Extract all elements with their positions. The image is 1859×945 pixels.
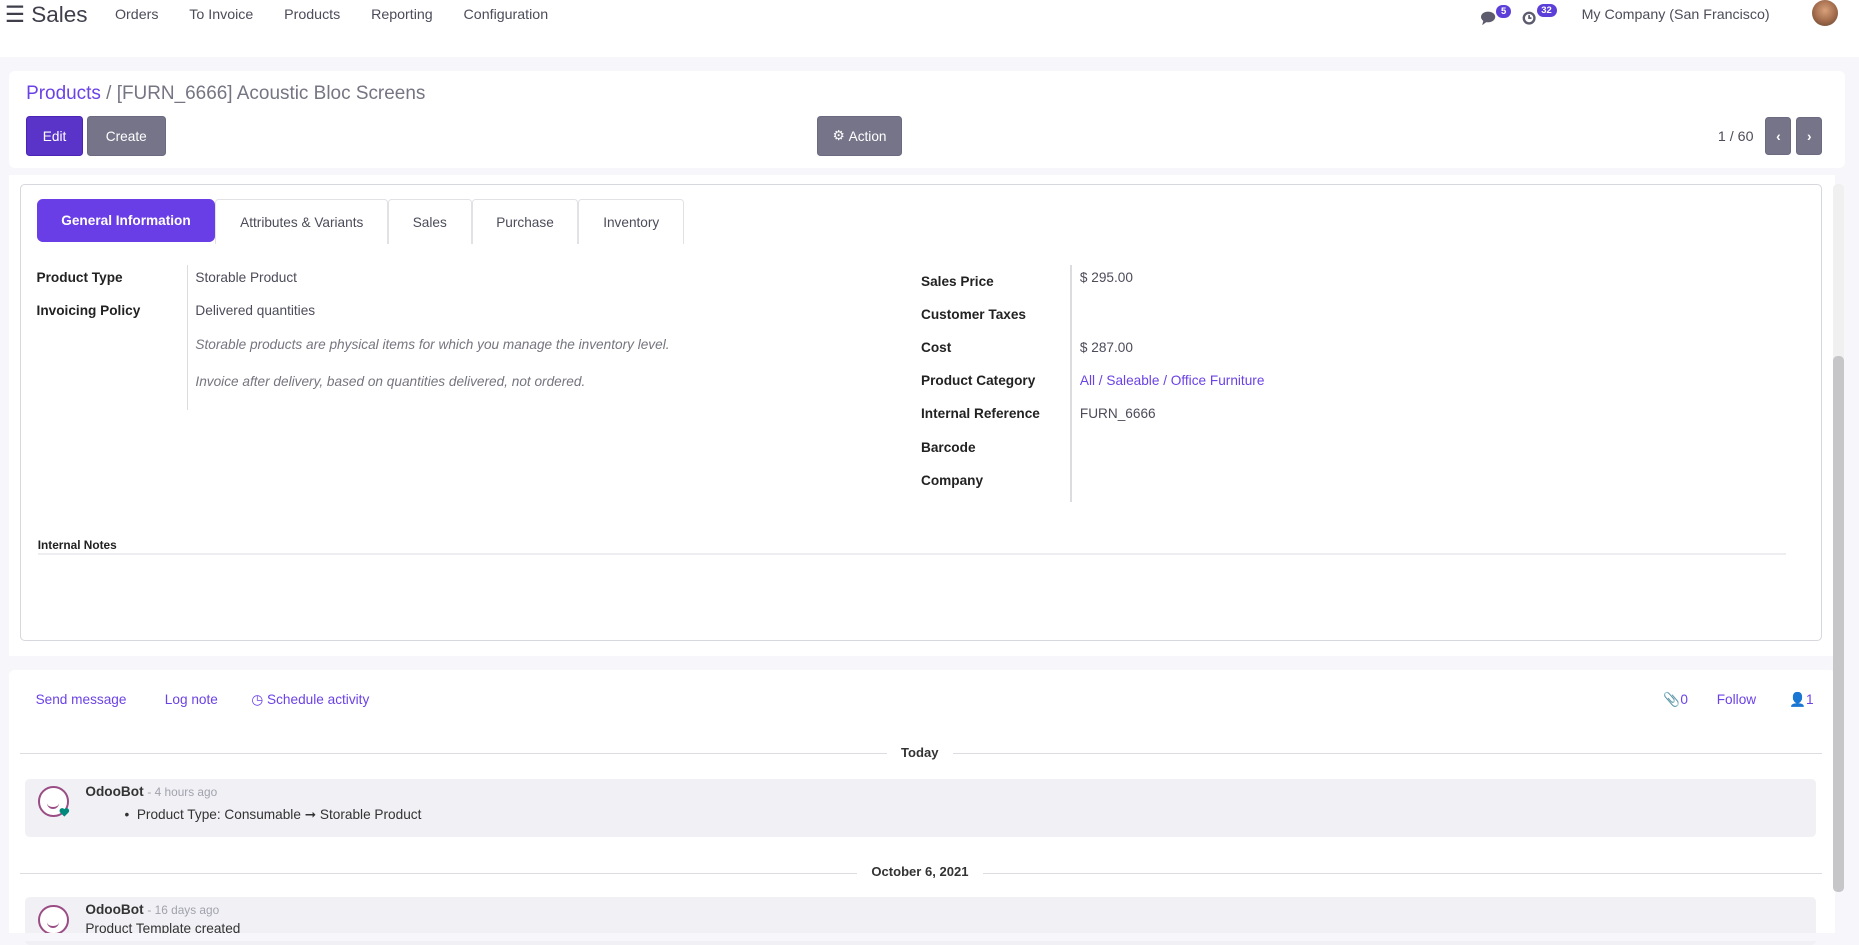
tab-attributes-variants[interactable]: Attributes & Variants — [215, 198, 389, 245]
edit-button[interactable]: Edit — [26, 116, 83, 157]
pager-previous-button[interactable]: ‹ — [1765, 117, 1792, 156]
product-type-help: Storable products are physical items for… — [195, 336, 670, 352]
menu-orders[interactable]: Orders — [115, 7, 159, 24]
internal-notes-label: Internal Notes — [37, 538, 117, 553]
internal-notes-field[interactable] — [37, 553, 1787, 555]
breadcrumb-current: [FURN_6666] Acoustic Bloc Screens — [116, 82, 426, 104]
messages-badge: 5 — [1496, 4, 1511, 18]
date-label: Today — [886, 744, 953, 760]
messages-button[interactable]: 5 — [1480, 4, 1512, 26]
schedule-activity-label: Schedule activity — [267, 692, 370, 708]
barcode-label: Barcode — [921, 439, 976, 455]
divider — [187, 265, 189, 411]
tab-sales[interactable]: Sales — [388, 198, 472, 245]
message-author[interactable]: OdooBot — [85, 783, 144, 799]
tab-purchase[interactable]: Purchase — [471, 198, 579, 245]
clock-icon — [1522, 11, 1536, 25]
chevron-left-icon: ‹ — [1776, 128, 1781, 144]
product-type-value: Storable Product — [195, 270, 297, 286]
company-switcher[interactable]: My Company (San Francisco) — [1581, 7, 1770, 24]
sales-price-label: Sales Price — [921, 273, 994, 289]
hamburger-icon[interactable]: ☰ — [4, 2, 25, 28]
paperclip-icon: 📎 — [1663, 692, 1681, 708]
odoobot-avatar — [37, 786, 69, 817]
top-navbar: ☰ Sales Orders To Invoice Products Repor… — [0, 0, 1859, 57]
attachments-button[interactable]: 📎0 — [1663, 692, 1688, 708]
attachments-count: 0 — [1680, 692, 1688, 708]
chat-icon — [1480, 11, 1496, 25]
breadcrumb-products[interactable]: Products — [26, 82, 101, 104]
breadcrumb: Products / [FURN_6666] Acoustic Bloc Scr… — [26, 83, 425, 105]
message-author[interactable]: OdooBot — [85, 902, 144, 918]
follow-button[interactable]: Follow — [1716, 692, 1757, 708]
user-icon: 👤 — [1789, 692, 1807, 708]
pager-value: 1 / 60 — [1717, 129, 1754, 146]
product-category-label: Product Category — [921, 373, 1036, 389]
message-date: - 16 days ago — [147, 903, 220, 918]
tab-inventory[interactable]: Inventory — [578, 198, 684, 245]
internal-reference-value: FURN_6666 — [1079, 406, 1156, 422]
menu-to-invoice[interactable]: To Invoice — [189, 7, 254, 24]
tab-general-information[interactable]: General Information — [36, 198, 216, 242]
cost-value: $ 287.00 — [1079, 340, 1133, 356]
clock-icon: ◷ — [251, 692, 268, 708]
invoicing-policy-value: Delivered quantities — [195, 303, 316, 319]
odoobot-avatar — [37, 904, 69, 936]
invoicing-policy-label: Invoicing Policy — [36, 303, 141, 319]
page-bottom — [0, 933, 1859, 942]
divider — [1070, 265, 1072, 503]
log-note-button[interactable]: Log note — [164, 692, 218, 708]
message-date: - 4 hours ago — [147, 784, 218, 799]
message-body: Product Template created — [85, 921, 241, 937]
heart-icon — [59, 808, 70, 817]
schedule-activity-button[interactable]: ◷ Schedule activity — [251, 692, 369, 708]
followers-count: 1 — [1806, 692, 1814, 708]
message-body: • Product Type: Consumable ➞ Storable Pr… — [124, 807, 422, 823]
cost-label: Cost — [921, 340, 952, 356]
breadcrumb-separator: / — [100, 82, 117, 104]
product-type-label: Product Type — [36, 270, 123, 286]
pager-next-button[interactable]: › — [1796, 117, 1823, 156]
control-panel: Products / [FURN_6666] Acoustic Bloc Scr… — [9, 71, 1845, 169]
app-menu[interactable]: ☰ Sales — [5, 2, 88, 28]
date-label: October 6, 2021 — [857, 864, 983, 880]
tracking-value: Product Type: Consumable ➞ Storable Prod… — [136, 807, 422, 823]
form-sheet: General Information Attributes & Variant… — [20, 183, 1823, 642]
activities-button[interactable]: 32 — [1522, 3, 1558, 25]
company-label: Company — [921, 472, 984, 488]
menu-products[interactable]: Products — [284, 7, 341, 24]
customer-taxes-label: Customer Taxes — [921, 306, 1027, 322]
activities-badge: 32 — [1536, 3, 1557, 17]
create-button[interactable]: Create — [86, 116, 166, 157]
gear-icon: ⚙ — [832, 128, 849, 144]
menu-configuration[interactable]: Configuration — [463, 7, 549, 24]
menu-reporting[interactable]: Reporting — [371, 7, 433, 24]
message: OdooBot - 4 hours ago • Product Type: Co… — [24, 778, 1817, 838]
chatter: Send message Log note ◷ Schedule activit… — [9, 669, 1836, 945]
action-label: Action — [848, 128, 887, 144]
app-name: Sales — [31, 2, 88, 28]
scrollbar-thumb[interactable] — [1832, 355, 1844, 892]
internal-reference-label: Internal Reference — [921, 406, 1040, 422]
invoicing-policy-help: Invoice after delivery, based on quantit… — [195, 374, 586, 390]
product-category-link[interactable]: All / Saleable / Office Furniture — [1079, 373, 1265, 389]
user-avatar[interactable] — [1811, 0, 1838, 27]
action-button[interactable]: ⚙ Action — [816, 116, 903, 157]
sales-price-value: $ 295.00 — [1079, 270, 1133, 286]
send-message-button[interactable]: Send message — [35, 692, 127, 708]
followers-button[interactable]: 👤1 — [1789, 692, 1814, 708]
chevron-right-icon: › — [1806, 128, 1812, 144]
